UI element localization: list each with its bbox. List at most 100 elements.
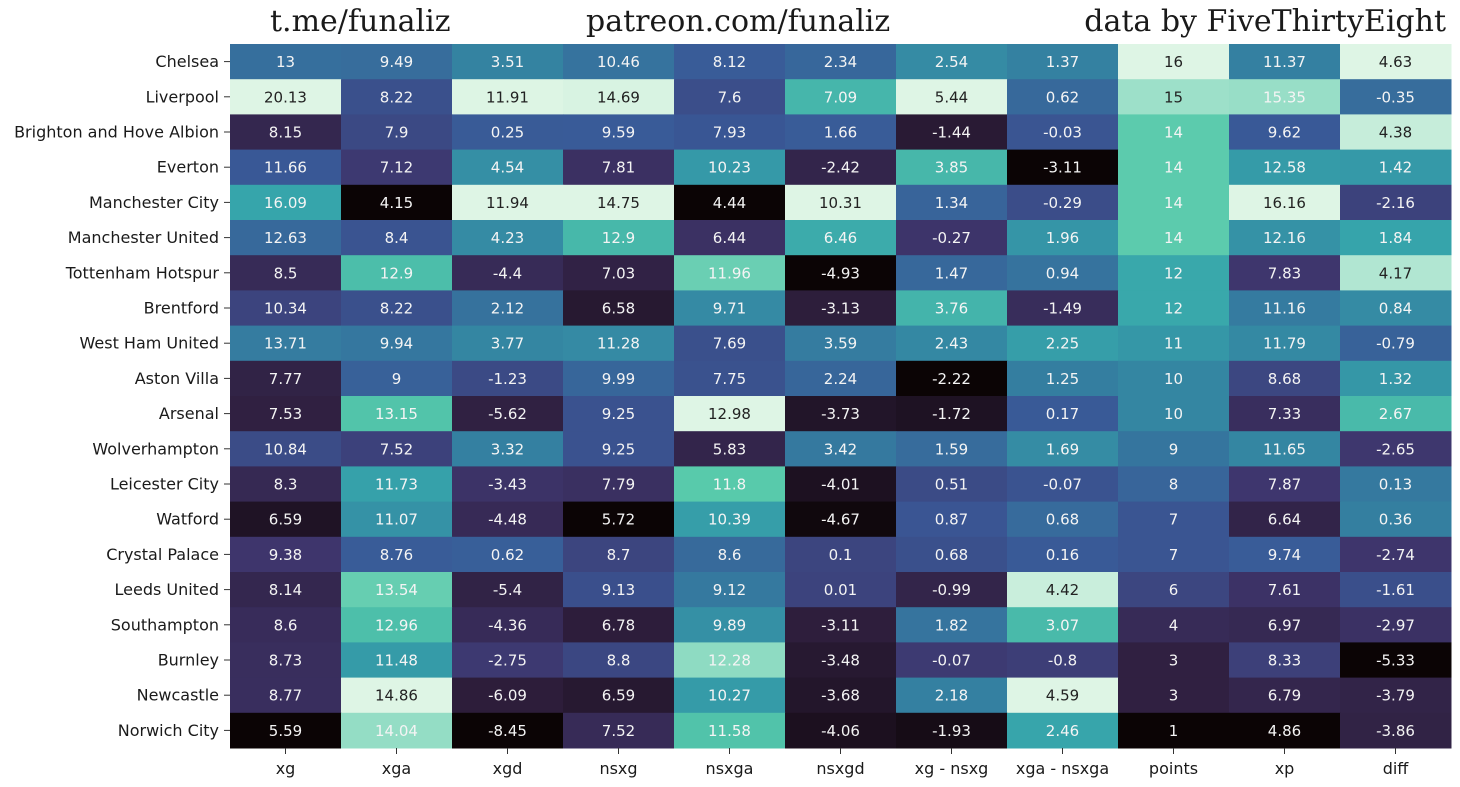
heatmap-cell <box>674 431 786 467</box>
cell-value-label: -4.06 <box>821 722 860 740</box>
heatmap-cell <box>1340 220 1452 256</box>
heatmap-cell <box>230 607 342 643</box>
cell-value-label: 6.59 <box>269 511 302 529</box>
heatmap-cell <box>674 466 786 503</box>
heatmap-cell <box>896 360 1008 397</box>
heatmap-cell <box>896 536 1008 573</box>
cell-value-label: 12.98 <box>708 405 751 423</box>
heatmap-cell <box>341 677 453 714</box>
heatmap-cell <box>896 290 1008 327</box>
cell-value-label: 0.01 <box>824 581 857 599</box>
heatmap-cell <box>896 44 1008 80</box>
heatmap-cell <box>230 44 342 80</box>
cell-value-label: 4.17 <box>1379 264 1412 282</box>
cell-value-label: 1.69 <box>1046 440 1079 458</box>
cell-value-label: -1.44 <box>932 124 971 142</box>
heatmap-cell <box>785 431 897 467</box>
cell-value-label: 14 <box>1164 194 1183 212</box>
heatmap-cell <box>785 572 897 608</box>
cell-value-label: 9.12 <box>713 581 746 599</box>
heatmap-cell <box>674 712 786 749</box>
cell-value-label: -3.68 <box>821 687 860 705</box>
cell-value-label: 8.15 <box>269 124 302 142</box>
cell-value-label: 9.49 <box>380 53 413 71</box>
heatmap-cell <box>563 607 675 643</box>
header-center-text: patreon.com/funaliz <box>586 4 891 39</box>
heatmap-cell <box>563 220 675 256</box>
cell-value-label: 2.18 <box>935 687 968 705</box>
heatmap-cell <box>1229 431 1341 467</box>
column-label: xg - nsxg <box>915 759 989 778</box>
cell-value-label: 14.69 <box>597 88 640 106</box>
cell-value-label: 8.3 <box>274 476 298 494</box>
cell-value-label: 10.34 <box>264 300 307 318</box>
cell-value-label: 0.62 <box>1046 88 1079 106</box>
heatmap-cell <box>1007 44 1119 80</box>
heatmap-cell <box>1340 431 1452 467</box>
cell-value-label: -3.11 <box>1043 159 1082 177</box>
cell-value-label: 7.53 <box>269 405 302 423</box>
cell-value-label: -5.62 <box>488 405 527 423</box>
heatmap-cell <box>1118 466 1230 503</box>
cell-value-label: 1.82 <box>935 616 968 634</box>
heatmap-cell <box>674 642 786 679</box>
heatmap-cell <box>341 325 453 362</box>
heatmap-cell <box>1118 220 1230 256</box>
row-label: Chelsea <box>155 52 219 71</box>
heatmap-cell <box>1340 79 1452 115</box>
heatmap-cell <box>341 79 453 115</box>
heatmap-cell <box>1007 607 1119 643</box>
cell-value-label: 3.59 <box>824 335 857 353</box>
cell-value-label: -2.65 <box>1376 440 1415 458</box>
heatmap-cell <box>1118 501 1230 538</box>
cell-value-label: 10 <box>1164 370 1183 388</box>
heatmap-cell <box>563 642 675 679</box>
heatmap-cell <box>452 396 564 432</box>
heatmap-cell <box>1340 290 1452 327</box>
cell-value-label: 6.46 <box>824 229 857 247</box>
cell-value-label: 1.42 <box>1379 159 1412 177</box>
heatmap-cell <box>1340 360 1452 397</box>
cell-value-label: -0.29 <box>1043 194 1082 212</box>
heatmap-cell <box>1007 431 1119 467</box>
cell-value-label: 7.69 <box>713 335 746 353</box>
cell-value-label: 1.96 <box>1046 229 1079 247</box>
cell-value-label: 3.51 <box>491 53 524 71</box>
heatmap-cell <box>563 396 675 432</box>
cell-value-label: 15 <box>1164 88 1183 106</box>
cell-value-label: 11.28 <box>597 335 640 353</box>
cell-value-label: -3.86 <box>1376 722 1415 740</box>
cell-value-label: 8.77 <box>269 687 302 705</box>
heatmap-cell <box>1007 677 1119 714</box>
heatmap-cell <box>674 677 786 714</box>
cell-value-label: 7.03 <box>602 264 635 282</box>
cell-value-label: 1.34 <box>935 194 968 212</box>
heatmap-cell <box>1007 642 1119 679</box>
cell-value-label: 12.96 <box>375 616 418 634</box>
cell-value-label: 3.32 <box>491 440 524 458</box>
cell-value-label: -2.97 <box>1376 616 1415 634</box>
heatmap-cell <box>1340 184 1452 221</box>
heatmap-cell <box>452 572 564 608</box>
heatmap-cell <box>785 290 897 327</box>
heatmap-cell <box>230 712 342 749</box>
column-label: xga <box>382 759 411 778</box>
heatmap-cell <box>452 290 564 327</box>
heatmap-cell <box>896 501 1008 538</box>
cell-value-label: 6.64 <box>1268 511 1301 529</box>
cell-value-label: 4.23 <box>491 229 524 247</box>
heatmap-cell <box>341 255 453 291</box>
heatmap-cell <box>1229 255 1341 291</box>
cell-value-label: 3.42 <box>824 440 857 458</box>
cell-value-label: -4.01 <box>821 476 860 494</box>
cell-value-label: 7.9 <box>385 124 409 142</box>
cell-value-label: 8.6 <box>718 546 742 564</box>
heatmap-cell <box>452 325 564 362</box>
cell-value-label: 11.79 <box>1263 335 1306 353</box>
row-label: Newcastle <box>137 686 219 705</box>
heatmap-cell <box>1007 360 1119 397</box>
cell-value-label: 7 <box>1169 511 1179 529</box>
cell-value-label: -5.33 <box>1376 652 1415 670</box>
